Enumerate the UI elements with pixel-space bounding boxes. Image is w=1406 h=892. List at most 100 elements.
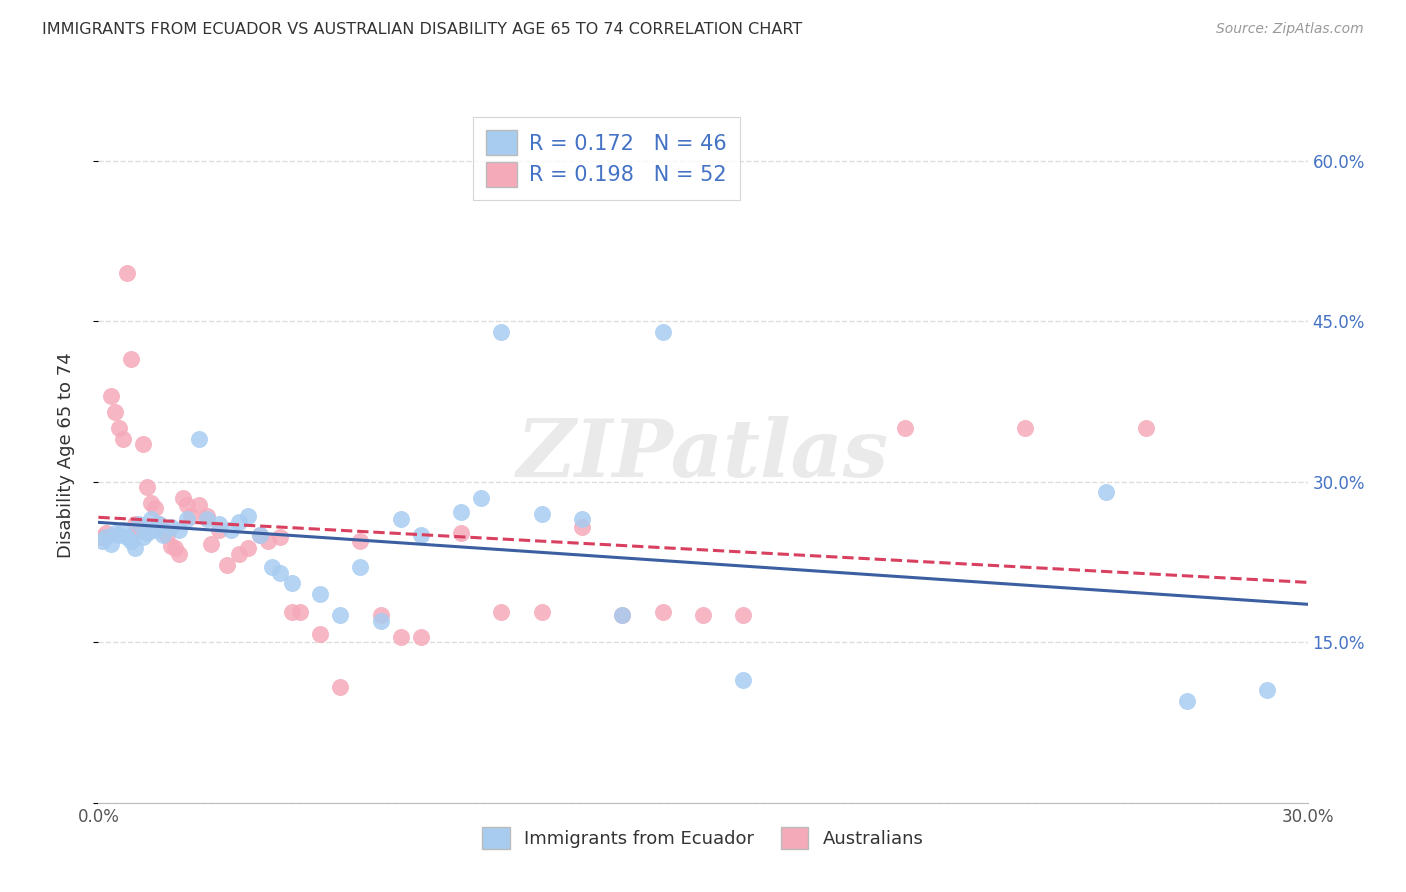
- Point: [893, 421, 915, 435]
- Point: [571, 512, 593, 526]
- Point: [160, 539, 183, 553]
- Point: [128, 523, 150, 537]
- Point: [349, 533, 371, 548]
- Point: [208, 517, 231, 532]
- Point: [143, 501, 166, 516]
- Point: [163, 541, 186, 555]
- Point: [1135, 421, 1157, 435]
- Text: Source: ZipAtlas.com: Source: ZipAtlas.com: [1216, 22, 1364, 37]
- Point: [103, 526, 125, 541]
- Point: [260, 560, 283, 574]
- Point: [103, 405, 125, 419]
- Point: [135, 526, 157, 541]
- Point: [152, 523, 174, 537]
- Point: [167, 548, 190, 562]
- Point: [281, 576, 304, 591]
- Point: [148, 517, 170, 532]
- Point: [269, 530, 291, 544]
- Point: [612, 608, 634, 623]
- Point: [139, 512, 162, 526]
- Point: [1175, 694, 1198, 708]
- Point: [111, 523, 134, 537]
- Point: [139, 496, 162, 510]
- Point: [217, 558, 239, 573]
- Point: [692, 608, 714, 623]
- Point: [200, 537, 222, 551]
- Point: [269, 566, 291, 580]
- Point: [91, 530, 114, 544]
- Point: [148, 517, 170, 532]
- Point: [450, 505, 472, 519]
- Point: [249, 528, 271, 542]
- Point: [228, 516, 250, 530]
- Point: [491, 325, 513, 339]
- Point: [132, 437, 155, 451]
- Point: [236, 541, 259, 555]
- Point: [733, 673, 755, 687]
- Point: [409, 630, 432, 644]
- Point: [115, 266, 138, 280]
- Point: [370, 614, 392, 628]
- Point: [530, 507, 553, 521]
- Point: [188, 432, 211, 446]
- Point: [221, 523, 243, 537]
- Point: [96, 526, 118, 541]
- Point: [208, 523, 231, 537]
- Point: [195, 512, 218, 526]
- Point: [309, 626, 332, 640]
- Point: [160, 519, 183, 533]
- Point: [124, 541, 146, 555]
- Point: [733, 608, 755, 623]
- Point: [132, 530, 155, 544]
- Point: [124, 517, 146, 532]
- Point: [195, 508, 218, 523]
- Point: [329, 680, 352, 694]
- Text: ZIPatlas: ZIPatlas: [517, 417, 889, 493]
- Point: [236, 508, 259, 523]
- Legend: Immigrants from Ecuador, Australians: Immigrants from Ecuador, Australians: [475, 820, 931, 856]
- Point: [288, 605, 311, 619]
- Point: [450, 526, 472, 541]
- Point: [470, 491, 492, 505]
- Point: [1014, 421, 1036, 435]
- Point: [188, 498, 211, 512]
- Point: [100, 537, 122, 551]
- Point: [409, 528, 432, 542]
- Point: [107, 421, 129, 435]
- Point: [281, 605, 304, 619]
- Point: [228, 548, 250, 562]
- Point: [111, 432, 134, 446]
- Point: [651, 325, 673, 339]
- Point: [143, 523, 166, 537]
- Point: [172, 491, 194, 505]
- Point: [167, 523, 190, 537]
- Point: [156, 528, 179, 542]
- Point: [329, 608, 352, 623]
- Point: [571, 519, 593, 533]
- Point: [1256, 683, 1278, 698]
- Point: [115, 530, 138, 544]
- Point: [180, 508, 202, 523]
- Point: [349, 560, 371, 574]
- Point: [249, 528, 271, 542]
- Point: [91, 533, 114, 548]
- Text: IMMIGRANTS FROM ECUADOR VS AUSTRALIAN DISABILITY AGE 65 TO 74 CORRELATION CHART: IMMIGRANTS FROM ECUADOR VS AUSTRALIAN DI…: [42, 22, 803, 37]
- Point: [107, 528, 129, 542]
- Point: [120, 351, 142, 366]
- Point: [1095, 485, 1118, 500]
- Point: [176, 498, 198, 512]
- Point: [612, 608, 634, 623]
- Y-axis label: Disability Age 65 to 74: Disability Age 65 to 74: [56, 352, 75, 558]
- Point: [530, 605, 553, 619]
- Point: [389, 630, 412, 644]
- Point: [100, 389, 122, 403]
- Point: [152, 528, 174, 542]
- Point: [176, 512, 198, 526]
- Point: [491, 605, 513, 619]
- Point: [120, 533, 142, 548]
- Point: [135, 480, 157, 494]
- Point: [256, 533, 278, 548]
- Point: [96, 530, 118, 544]
- Point: [309, 587, 332, 601]
- Point: [389, 512, 412, 526]
